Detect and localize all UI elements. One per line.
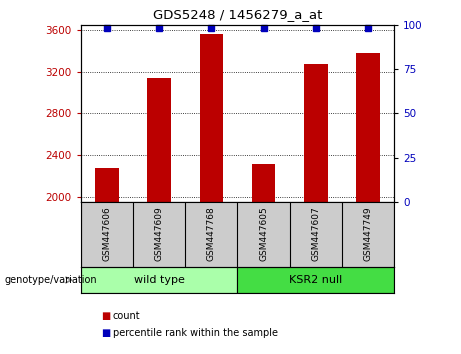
Text: genotype/variation: genotype/variation (5, 275, 97, 285)
Bar (95, 169, 118, 202)
Text: count: count (113, 311, 141, 321)
Bar (304, 64, 327, 202)
Title: GDS5248 / 1456279_a_at: GDS5248 / 1456279_a_at (153, 8, 322, 21)
Text: KSR2 null: KSR2 null (289, 275, 343, 285)
Text: GSM447607: GSM447607 (311, 206, 320, 261)
Text: GSM447605: GSM447605 (259, 206, 268, 261)
Bar (200, 34, 223, 202)
Bar (237, 267, 394, 293)
Text: GSM447609: GSM447609 (154, 206, 164, 261)
Text: GSM447768: GSM447768 (207, 206, 216, 261)
Bar (148, 78, 171, 202)
Text: GSM447606: GSM447606 (102, 206, 111, 261)
Bar (81, 267, 237, 293)
Text: ■: ■ (101, 329, 111, 338)
Bar (252, 164, 275, 202)
Text: percentile rank within the sample: percentile rank within the sample (113, 329, 278, 338)
Text: ■: ■ (101, 311, 111, 321)
Bar (356, 53, 380, 202)
Text: wild type: wild type (134, 275, 184, 285)
Text: GSM447749: GSM447749 (364, 206, 372, 261)
